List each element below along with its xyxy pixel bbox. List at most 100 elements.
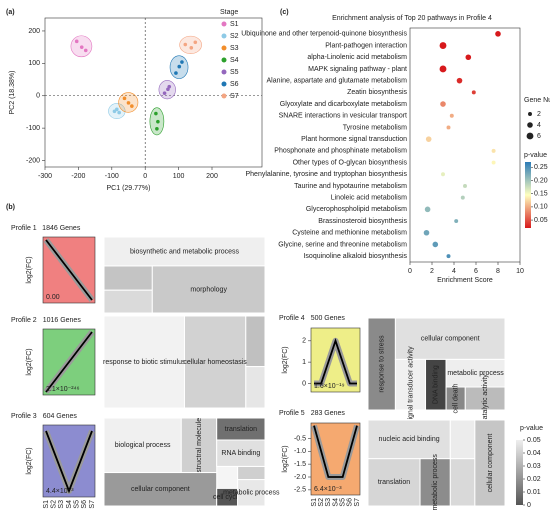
point bbox=[177, 64, 182, 69]
x-tick-label: S7 bbox=[354, 498, 361, 507]
colorbar bbox=[525, 162, 531, 228]
profile-name: Profile 3 bbox=[11, 413, 37, 420]
treemap-label: structral molecule bbox=[196, 418, 203, 473]
x-tick-label: S3 bbox=[58, 500, 65, 509]
treemap-cell bbox=[367, 419, 451, 460]
y-tick-label: Glyoxylate and dicarboxylate metabolism bbox=[280, 101, 407, 108]
treemap-label: RNA binding bbox=[221, 450, 260, 457]
dot bbox=[439, 65, 447, 73]
dot bbox=[463, 183, 467, 188]
profile-genes: 1846 Genes bbox=[42, 225, 81, 232]
legend-label: S4 bbox=[230, 57, 239, 64]
dot bbox=[495, 31, 501, 37]
dot bbox=[454, 219, 459, 224]
x-tick-label: S7 bbox=[89, 500, 96, 509]
annotation: 6.4×10⁻³ bbox=[314, 486, 342, 493]
x-axis-label: PC1 (29.77%) bbox=[107, 185, 151, 192]
y-tick-label: Tyrosine metabolism bbox=[343, 124, 407, 131]
y-tick-label: Brassinosteroid biosynthesis bbox=[318, 218, 407, 225]
profile-title: Profile 5 283 Genes bbox=[279, 410, 345, 417]
legend-label: S7 bbox=[230, 93, 239, 100]
chart-title: Enrichment analysis of Top 20 pathways i… bbox=[332, 15, 492, 22]
y-tick-label: SNARE interactions in vesicular transpor… bbox=[279, 113, 407, 120]
x-tick-label: 6 bbox=[474, 268, 478, 275]
y-axis-label: log2(FC) bbox=[26, 447, 33, 474]
treemap-cell bbox=[184, 315, 247, 409]
profile-line bbox=[45, 430, 93, 494]
colorbar-label: 0.20 bbox=[534, 177, 548, 184]
y-tick-label: 0 bbox=[36, 93, 40, 100]
x-tick-label: 100 bbox=[173, 173, 185, 180]
dot bbox=[432, 241, 439, 248]
x-tick-label: S5 bbox=[74, 500, 81, 509]
x-tick-label: 8 bbox=[496, 268, 500, 275]
treemap-label: nucleic acid binding bbox=[379, 436, 440, 443]
profile-name: Profile 1 bbox=[11, 225, 37, 232]
x-tick-label: S5 bbox=[340, 498, 347, 507]
y-tick-label: -0.5 bbox=[294, 435, 306, 442]
colorbar-label: 0.05 bbox=[534, 217, 548, 224]
y-tick-label: Taurine and hypotaurine metabolism bbox=[294, 183, 407, 190]
confidence-ellipse bbox=[179, 35, 202, 54]
point bbox=[189, 46, 194, 50]
dot bbox=[423, 229, 430, 236]
x-tick-label: S3 bbox=[325, 498, 332, 507]
profile-name: Profile 2 bbox=[11, 317, 37, 324]
panel-label: (b) bbox=[6, 204, 15, 211]
x-tick-label: S1 bbox=[311, 498, 318, 507]
treemap-cell bbox=[237, 479, 266, 507]
treemap-cell bbox=[103, 289, 153, 314]
colorbar-label: 0.02 bbox=[527, 476, 541, 483]
colorbar-label: 0.03 bbox=[527, 463, 541, 470]
dot bbox=[460, 195, 465, 200]
dot bbox=[424, 206, 431, 213]
point bbox=[174, 71, 178, 75]
y-tick-label: 2 bbox=[302, 338, 306, 345]
dot bbox=[440, 101, 446, 107]
legend-swatch bbox=[221, 69, 227, 75]
dot bbox=[446, 125, 451, 130]
treemap-cell bbox=[103, 417, 182, 474]
dot bbox=[439, 42, 447, 49]
x-tick-label: -200 bbox=[71, 173, 85, 180]
treemap-cell bbox=[103, 472, 218, 507]
size-legend-label: 4 bbox=[537, 122, 541, 129]
y-tick-label: Glycine, serine and threonine metabolism bbox=[278, 241, 407, 248]
colorbar-label: 0.15 bbox=[534, 191, 548, 198]
y-axis-label: log2(FC) bbox=[282, 445, 289, 472]
x-tick-label: S2 bbox=[318, 498, 325, 507]
y-axis-label: log2(FC) bbox=[26, 348, 33, 375]
profile-name: Profile 5 bbox=[279, 410, 305, 417]
treemap-label: biosynthetic and metabolic process bbox=[130, 248, 239, 255]
x-tick-label: S1 bbox=[43, 500, 50, 509]
treemap-cell bbox=[449, 458, 476, 507]
x-tick-label: 2 bbox=[430, 268, 434, 275]
treemap-cell bbox=[474, 419, 506, 507]
y-tick-label: 200 bbox=[28, 28, 40, 35]
treemap-label: metabolic process bbox=[223, 490, 280, 497]
treemap-cell bbox=[445, 358, 506, 388]
y-tick-label: Isoquinoline alkaloid biosynthesis bbox=[303, 253, 407, 260]
profile-genes: 500 Genes bbox=[311, 315, 346, 322]
x-tick-label: S2 bbox=[51, 500, 58, 509]
dot bbox=[471, 90, 476, 95]
point bbox=[83, 48, 88, 53]
y-tick-label: MAPK signaling pathway - plant bbox=[308, 66, 407, 73]
profile-line bbox=[45, 239, 93, 301]
treemap-label: DNA binding bbox=[433, 365, 440, 404]
size-legend-title: Gene Number bbox=[524, 97, 550, 104]
dot bbox=[456, 77, 463, 84]
x-tick-label: S4 bbox=[66, 500, 73, 509]
panel-label: (c) bbox=[280, 9, 289, 16]
legend-label: S5 bbox=[230, 69, 239, 76]
treemap-cell bbox=[103, 265, 153, 291]
colorbar-label: 0 bbox=[527, 502, 531, 509]
y-tick-label: Cysteine and methionine metabolism bbox=[292, 230, 407, 237]
treemap-cell bbox=[449, 419, 476, 460]
treemap-cell bbox=[216, 439, 266, 467]
point bbox=[155, 126, 159, 131]
x-tick-label: S6 bbox=[81, 500, 88, 509]
treemap-label: response to stress bbox=[379, 335, 386, 393]
profile-name: Profile 4 bbox=[279, 315, 305, 322]
